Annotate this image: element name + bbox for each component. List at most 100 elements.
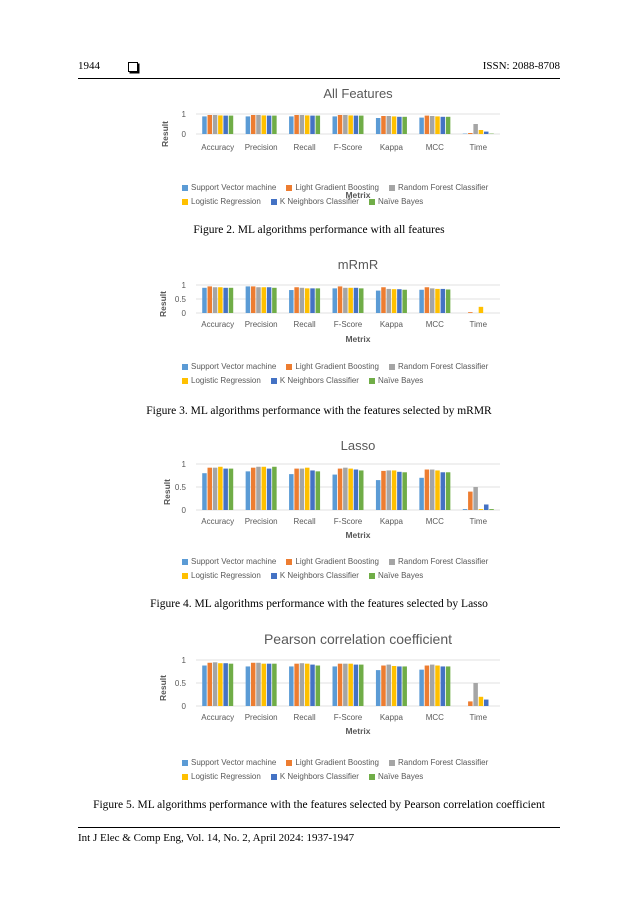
- x-tick-label: F-Score: [334, 143, 363, 152]
- bar: [429, 664, 435, 706]
- bar: [228, 287, 234, 313]
- bar: [332, 288, 337, 313]
- bar: [315, 288, 321, 313]
- bar: [256, 662, 261, 706]
- page-header: 1944 ISSN: 2088-8708: [78, 60, 560, 76]
- bar: [294, 663, 299, 706]
- x-tick-label: F-Score: [334, 517, 363, 526]
- bar: [299, 663, 305, 706]
- legend-item: Random Forest Classifier: [389, 758, 488, 767]
- bar: [473, 683, 478, 706]
- bar: [424, 469, 430, 510]
- bar: [381, 470, 386, 510]
- bar: [337, 663, 343, 706]
- legend-item: Support Vector machine: [182, 362, 276, 371]
- y-tick-label: 0.5: [175, 295, 187, 304]
- legend-label: Random Forest Classifier: [398, 183, 489, 192]
- bar: [359, 664, 364, 706]
- bar: [445, 289, 451, 313]
- bar: [332, 666, 337, 706]
- legend-label: Support Vector machine: [191, 758, 277, 767]
- x-tick-label: Recall: [293, 143, 315, 152]
- y-tick-label: 0: [182, 130, 187, 139]
- legend-swatch: [182, 558, 188, 565]
- legend-label: Logistic Regression: [191, 571, 261, 580]
- bar: [440, 288, 446, 313]
- bar: [332, 474, 337, 510]
- legend-label: Random Forest Classifier: [398, 362, 489, 371]
- bar: [289, 666, 294, 706]
- y-tick-label: 0: [182, 506, 187, 515]
- header-rule: [78, 78, 560, 79]
- legend-item: Naïve Bayes: [368, 197, 423, 206]
- bar: [212, 115, 218, 134]
- legend-swatch: [270, 773, 277, 780]
- bar: [375, 118, 381, 134]
- legend-item: Random Forest Classifier: [389, 183, 488, 192]
- legend-item: Light Gradient Boosting: [286, 183, 379, 192]
- bar: [445, 472, 451, 510]
- issn-label: ISSN: 2088-8708: [482, 60, 560, 72]
- bar: [212, 662, 218, 706]
- chart-title: All Features: [323, 86, 393, 101]
- x-axis-label: Metrix: [345, 726, 370, 736]
- bar: [207, 467, 213, 510]
- legend-swatch: [182, 377, 188, 384]
- legend-swatch: [286, 184, 293, 191]
- bar: [424, 115, 430, 134]
- legend-swatch: [389, 558, 395, 565]
- x-tick-label: Precision: [245, 143, 278, 152]
- bar: [310, 664, 315, 706]
- bar: [359, 470, 364, 510]
- x-tick-label: Recall: [293, 320, 315, 329]
- bar: [212, 467, 218, 510]
- bar: [218, 663, 223, 706]
- legend-swatch: [270, 572, 277, 579]
- bar: [250, 115, 256, 134]
- bar: [353, 115, 359, 134]
- bar: [478, 130, 484, 134]
- bar: [343, 663, 348, 706]
- bar: [256, 466, 261, 510]
- bar: [337, 286, 343, 313]
- legend-label: Random Forest Classifier: [398, 557, 489, 566]
- legend-swatch: [286, 558, 293, 565]
- legend-swatch: [270, 198, 277, 205]
- x-tick-label: Time: [470, 143, 488, 152]
- x-tick-label: Kappa: [380, 517, 404, 526]
- bar: [381, 287, 386, 313]
- legend-swatch: [368, 773, 375, 780]
- legend-item: Random Forest Classifier: [389, 557, 488, 566]
- x-tick-label: Precision: [245, 517, 278, 526]
- bar: [261, 663, 267, 706]
- bar: [419, 669, 424, 706]
- x-tick-label: Kappa: [380, 713, 404, 722]
- x-tick-label: Precision: [245, 713, 278, 722]
- y-tick-label: 0.5: [175, 679, 187, 688]
- bar: [445, 666, 451, 706]
- bar: [218, 287, 223, 313]
- bar: [289, 116, 294, 134]
- legend-swatch: [182, 198, 188, 205]
- bar: [478, 306, 484, 313]
- legend-label: K Neighbors Classifier: [279, 772, 359, 781]
- legend-item: Logistic Regression: [182, 571, 261, 580]
- bar: [294, 468, 299, 510]
- legend-label: Random Forest Classifier: [398, 758, 489, 767]
- bar: [343, 467, 348, 510]
- bar: [391, 289, 397, 313]
- legend-swatch: [368, 572, 375, 579]
- x-tick-label: Precision: [245, 320, 278, 329]
- legend-item: K Neighbors Classifier: [270, 376, 359, 385]
- legend-swatch: [270, 377, 277, 384]
- bar: [468, 312, 473, 313]
- bar: [315, 115, 321, 134]
- legend-label: Naïve Bayes: [377, 772, 424, 781]
- x-tick-label: F-Score: [334, 713, 363, 722]
- x-axis-label: Metrix: [345, 530, 370, 540]
- bar: [250, 467, 256, 510]
- legend-swatch: [182, 184, 188, 191]
- legend-item: Support Vector machine: [182, 758, 276, 767]
- legend-item: Naïve Bayes: [368, 772, 424, 781]
- legend-swatch: [389, 363, 395, 370]
